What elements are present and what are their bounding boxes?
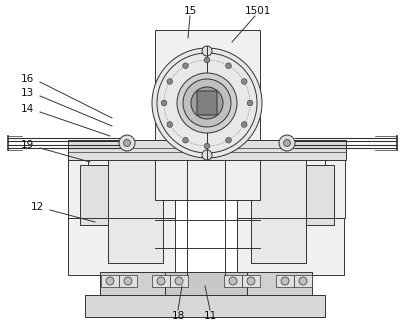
Text: 13: 13 bbox=[21, 88, 33, 98]
Circle shape bbox=[161, 100, 167, 106]
Circle shape bbox=[279, 135, 295, 151]
Circle shape bbox=[204, 57, 210, 63]
Bar bbox=[165, 272, 247, 295]
Text: 12: 12 bbox=[30, 202, 44, 212]
Circle shape bbox=[226, 137, 231, 143]
Bar bbox=[68, 140, 346, 160]
Circle shape bbox=[152, 48, 262, 158]
Bar bbox=[101, 275, 119, 287]
Circle shape bbox=[229, 277, 237, 285]
Circle shape bbox=[202, 150, 212, 160]
Bar bbox=[242, 275, 260, 287]
Text: 16: 16 bbox=[21, 74, 33, 84]
Circle shape bbox=[281, 277, 289, 285]
Bar bbox=[119, 275, 137, 287]
Text: 1501: 1501 bbox=[245, 6, 271, 16]
Bar bbox=[247, 272, 312, 295]
Text: 18: 18 bbox=[171, 311, 185, 321]
Bar bbox=[68, 148, 88, 218]
Circle shape bbox=[202, 46, 212, 56]
Circle shape bbox=[191, 87, 223, 119]
Bar bbox=[276, 275, 294, 287]
Circle shape bbox=[175, 277, 183, 285]
Circle shape bbox=[177, 73, 237, 133]
Circle shape bbox=[247, 100, 253, 106]
Bar bbox=[224, 275, 242, 287]
Circle shape bbox=[226, 63, 231, 69]
Text: 15: 15 bbox=[183, 6, 197, 16]
FancyBboxPatch shape bbox=[197, 91, 217, 115]
Bar bbox=[80, 165, 120, 225]
Bar bbox=[108, 158, 163, 263]
Bar bbox=[100, 272, 165, 295]
Circle shape bbox=[299, 277, 307, 285]
Bar bbox=[325, 148, 345, 218]
Circle shape bbox=[241, 122, 247, 127]
Bar bbox=[237, 148, 344, 275]
Circle shape bbox=[119, 135, 135, 151]
Circle shape bbox=[247, 277, 255, 285]
Bar bbox=[85, 295, 325, 317]
Bar bbox=[251, 158, 306, 263]
Circle shape bbox=[106, 277, 114, 285]
Circle shape bbox=[157, 277, 165, 285]
Circle shape bbox=[204, 143, 210, 149]
Text: 14: 14 bbox=[21, 104, 33, 114]
Circle shape bbox=[123, 140, 131, 146]
Circle shape bbox=[241, 79, 247, 84]
Circle shape bbox=[183, 63, 188, 69]
Bar bbox=[170, 275, 188, 287]
Circle shape bbox=[283, 140, 291, 146]
Circle shape bbox=[167, 122, 172, 127]
Bar bbox=[294, 275, 312, 287]
Text: 11: 11 bbox=[204, 311, 217, 321]
Circle shape bbox=[183, 137, 188, 143]
Bar bbox=[155, 30, 260, 200]
Bar bbox=[68, 148, 175, 275]
Circle shape bbox=[167, 79, 172, 84]
Text: 19: 19 bbox=[21, 140, 33, 150]
Circle shape bbox=[183, 79, 231, 127]
Bar bbox=[294, 165, 334, 225]
Bar bbox=[152, 275, 170, 287]
Circle shape bbox=[124, 277, 132, 285]
